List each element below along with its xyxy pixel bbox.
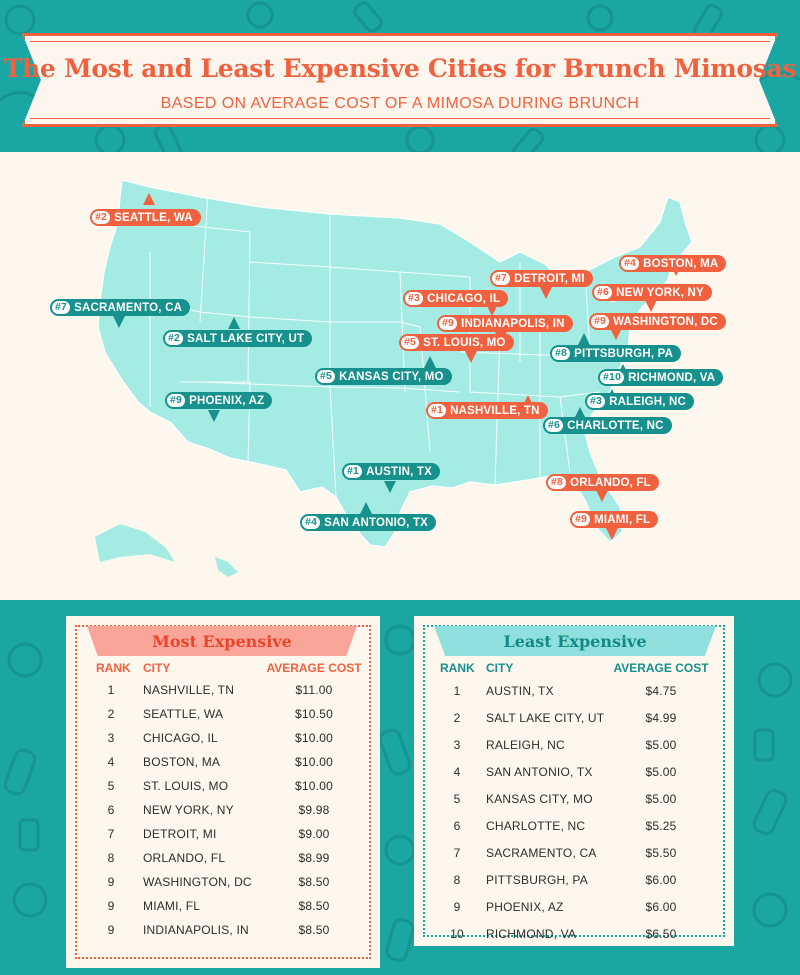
table-row: 1 AUSTIN, TX $4.75	[453, 684, 677, 698]
table-row: 9 INDIANAPOLIS, IN $8.50	[107, 923, 330, 937]
map-label-indianapolis: #9 INDIANAPOLIS, IN	[437, 315, 573, 332]
marker-new-york	[645, 300, 657, 312]
marker-chicago	[486, 304, 498, 316]
header-rank: RANK	[440, 661, 475, 675]
map-label-seattle: #2 SEATTLE, WA	[90, 209, 201, 226]
table-row: 3 CHICAGO, IL $10.00	[107, 731, 333, 745]
table-row: 4 SAN ANTONIO, TX $5.00	[453, 765, 677, 779]
table-row: 7 SACRAMENTO, CA $5.50	[453, 846, 677, 860]
header-city: CITY	[143, 661, 171, 675]
marker-st-louis	[465, 351, 477, 363]
map-label-kansas-city: #5 KANSAS CITY, MO	[315, 368, 452, 385]
marker-kansas-city	[424, 356, 436, 368]
least-expensive-table: Least Expensive RANK CITY AVERAGE COST 1…	[414, 616, 734, 946]
table-body: 1 AUSTIN, TX $4.75 2 SALT LAKE CITY, UT $4.9…	[414, 678, 734, 948]
marker-salt-lake-city	[228, 317, 240, 329]
table-row: 1 NASHVILLE, TN $11.00	[107, 683, 333, 697]
table-body: 1 NASHVILLE, TN $11.00 2 SEATTLE, WA $10.50 …	[66, 678, 380, 942]
table-row: 9 WASHINGTON, DC $8.50	[107, 875, 330, 889]
map-label-orlando: #8 ORLANDO, FL	[546, 474, 659, 491]
table-row: 2 SEATTLE, WA $10.50	[107, 707, 333, 721]
table-row: 5 KANSAS CITY, MO $5.00	[453, 792, 677, 806]
marker-austin	[384, 481, 396, 493]
map-label-raleigh: #3 RALEIGH, NC	[585, 393, 695, 410]
marker-sacramento	[113, 316, 125, 328]
table-row: 9 PHOENIX, AZ $6.00	[453, 900, 677, 914]
table-row: 10 RICHMOND, VA $6.50	[450, 927, 677, 941]
table-header: RANK CITY AVERAGE COST	[414, 661, 734, 677]
table-row: 2 SALT LAKE CITY, UT $4.99	[453, 711, 677, 725]
marker-miami	[606, 528, 618, 540]
table-row: 8 PITTSBURGH, PA $6.00	[453, 873, 677, 887]
table-row: 8 ORLANDO, FL $8.99	[107, 851, 330, 865]
map-label-richmond: #10 RICHMOND, VA	[598, 369, 724, 386]
map-label-charlotte: #6 CHARLOTTE, NC	[543, 417, 672, 434]
header-cost: AVERAGE COST	[266, 661, 362, 675]
marker-seattle	[143, 193, 155, 205]
marker-pittsburgh	[578, 333, 590, 345]
marker-charlotte	[574, 407, 586, 419]
map-label-new-york: #6 NEW YORK, NY	[592, 284, 712, 301]
map-label-nashville: #1 NASHVILLE, TN	[426, 402, 548, 419]
title-banner-rule	[30, 41, 770, 119]
table-row: 3 RALEIGH, NC $5.00	[453, 738, 677, 752]
table-row: 4 BOSTON, MA $10.00	[107, 755, 333, 769]
map-label-detroit: #7 DETROIT, MI	[490, 270, 593, 287]
page-subtitle: BASED ON AVERAGE COST OF A MIMOSA DURING…	[160, 95, 640, 112]
alaska-shape	[95, 524, 175, 562]
map-label-chicago: #3 CHICAGO, IL	[403, 290, 509, 307]
map-label-st-louis: #5 ST. LOUIS, MO	[399, 334, 514, 351]
table-row: 5 ST. LOUIS, MO $10.00	[107, 779, 333, 793]
marker-san-antonio	[360, 502, 372, 514]
table-row: 9 MIAMI, FL $8.50	[107, 899, 330, 913]
title-banner	[22, 33, 778, 127]
table-header: RANK CITY AVERAGE COST	[66, 661, 380, 677]
map-label-salt-lake-city: #2 SALT LAKE CITY, UT	[163, 330, 313, 347]
marker-orlando	[596, 490, 608, 502]
map-label-washington: #9 WASHINGTON, DC	[589, 313, 726, 330]
header-cost: AVERAGE COST	[613, 661, 709, 675]
table-row: 6 CHARLOTTE, NC $5.25	[453, 819, 677, 833]
page-title: The Most and Least Expensive Cities for …	[3, 54, 797, 83]
footer-pattern	[0, 600, 800, 975]
map-label-sacramento: #7 SACRAMENTO, CA	[50, 299, 191, 316]
header-city: CITY	[486, 661, 514, 675]
header-rank: RANK	[96, 661, 131, 675]
least-expensive-title: Least Expensive	[434, 626, 716, 656]
map-label-miami: #9 MIAMI, FL	[570, 511, 659, 528]
us-map: #2 SEATTLE, WA #4 BOSTON, MA #7 DETROIT, MI…	[0, 152, 800, 600]
most-expensive-title: Most Expensive	[87, 626, 357, 656]
map-label-phoenix: #9 PHOENIX, AZ	[165, 392, 273, 409]
marker-phoenix	[208, 410, 220, 422]
map-label-san-antonio: #4 SAN ANTONIO, TX	[300, 514, 437, 531]
map-label-austin: #1 AUSTIN, TX	[342, 463, 440, 480]
hawaii-shape	[215, 557, 238, 577]
marker-washington	[610, 328, 622, 340]
table-row: 7 DETROIT, MI $9.00	[107, 827, 330, 841]
table-row: 6 NEW YORK, NY $9.98	[107, 803, 330, 817]
marker-detroit	[540, 287, 552, 299]
map-label-pittsburgh: #8 PITTSBURGH, PA	[550, 345, 682, 362]
map-label-boston: #4 BOSTON, MA	[619, 255, 727, 272]
